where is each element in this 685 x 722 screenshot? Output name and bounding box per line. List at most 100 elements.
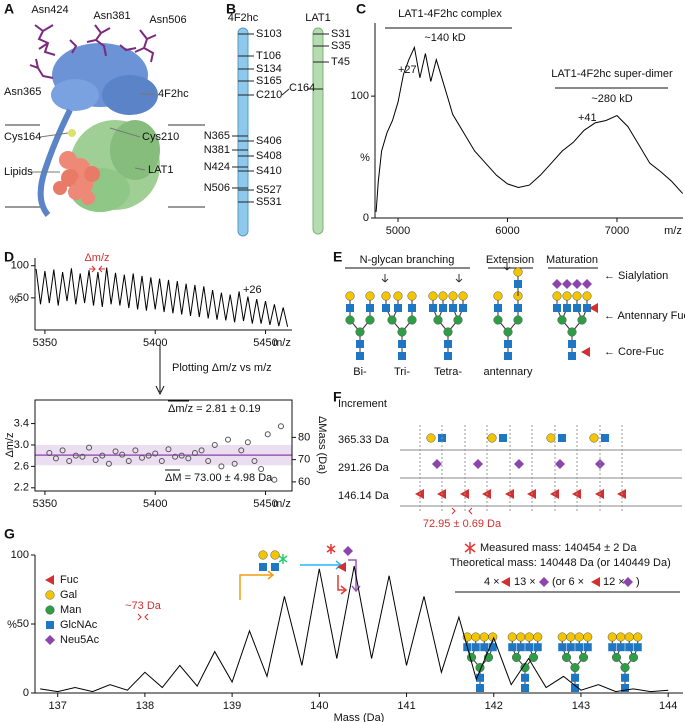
point [46,449,53,456]
y-axis-label: % [360,152,370,164]
gal [407,291,417,301]
annotation: Theoretical mass: 140448 Da (or 140449 D… [450,557,671,569]
man [513,315,523,325]
site-label: N424 [204,161,230,173]
glcnac [575,643,584,652]
frame [34,399,293,492]
label: antennary [484,366,533,378]
y2-tick-label: 70 [298,454,310,466]
x-tick-label: 5000 [386,225,410,237]
gal [566,632,576,642]
label: Tri- [394,366,410,378]
glcnac [271,563,279,571]
man [511,652,522,662]
gal [365,291,375,301]
glcnac [499,434,507,442]
glcnac [356,340,364,348]
header: 4F2hc [228,12,259,24]
fuc [589,303,598,313]
point [152,450,159,457]
x-tick-label: 5350 [33,498,57,510]
annotation: LAT1-4F2hc complex [398,8,502,20]
point [165,446,172,453]
glcnac [382,304,390,312]
y-tick-label: 2.6 [14,460,29,472]
point [52,455,59,462]
point [238,447,245,454]
man [578,652,589,662]
annotation: ~280 kD [591,93,632,105]
man [493,315,503,325]
protein-bar [237,27,249,237]
neu5ac [432,459,442,469]
x-tick-label: 7000 [605,225,629,237]
gal [607,632,617,642]
glcnac [471,643,480,652]
point [211,441,218,448]
gal [582,291,592,301]
neu5ac [562,279,572,289]
point [112,448,119,455]
note: ← Sialylation [604,270,668,282]
disulfide [281,88,290,96]
glcnac [516,643,525,652]
structure [5,24,205,217]
glcnac [608,643,617,652]
x-tick-label: 140 [310,700,328,712]
point [185,455,192,462]
man [453,315,463,325]
neu5ac [595,459,605,469]
glcnac [583,643,592,652]
man [365,315,375,325]
spectrum [375,45,684,212]
point [264,431,271,438]
gal [493,291,503,301]
glcnac [429,304,437,312]
annotation: ΔM = 73.00 ± 4.98 Da [165,472,273,484]
gal [448,291,458,301]
x-tick-label: 5400 [143,337,167,349]
panel-label: B [226,1,236,17]
gal [393,291,403,301]
point [191,449,198,456]
man [407,315,417,325]
legend-label: Gal [60,589,77,601]
site-label: S31 [331,28,351,40]
annotation: ~140 kD [424,32,465,44]
arrow-label: Plotting Δm/z vs m/z [172,362,272,374]
annotation: Δm/z = 2.81 ± 0.19 [168,403,261,415]
fuc [337,562,346,572]
point [86,444,93,451]
glcnac [394,304,402,312]
point [132,447,139,454]
label: Tetra- [434,366,462,378]
man [557,315,567,325]
y-tick-label: 0 [23,687,29,699]
neu5ac [623,577,633,587]
gal [487,433,497,443]
gal [583,632,593,642]
label: Asn365 [4,86,41,98]
gal [458,291,468,301]
panel-label: A [4,1,14,17]
glcnac [259,563,267,571]
fuc [591,577,600,587]
point [145,452,152,459]
x-axis-label: m/z [664,225,682,237]
gal [270,550,280,560]
point [92,456,99,463]
annotation: (or 6 × [552,576,584,588]
gal [426,433,436,443]
point [277,423,284,430]
annotation: 4 × [484,576,500,588]
glcnac [521,673,529,682]
glcnac [449,304,457,312]
y2-tick-label: 60 [298,476,310,488]
panel-label: E [333,249,342,265]
site-label: T106 [256,50,281,62]
glcnac [566,643,575,652]
y-axis-label: % [9,294,19,306]
glcnac [573,304,581,312]
legend-label: Fuc [60,574,79,586]
panel-label: D [4,249,14,265]
